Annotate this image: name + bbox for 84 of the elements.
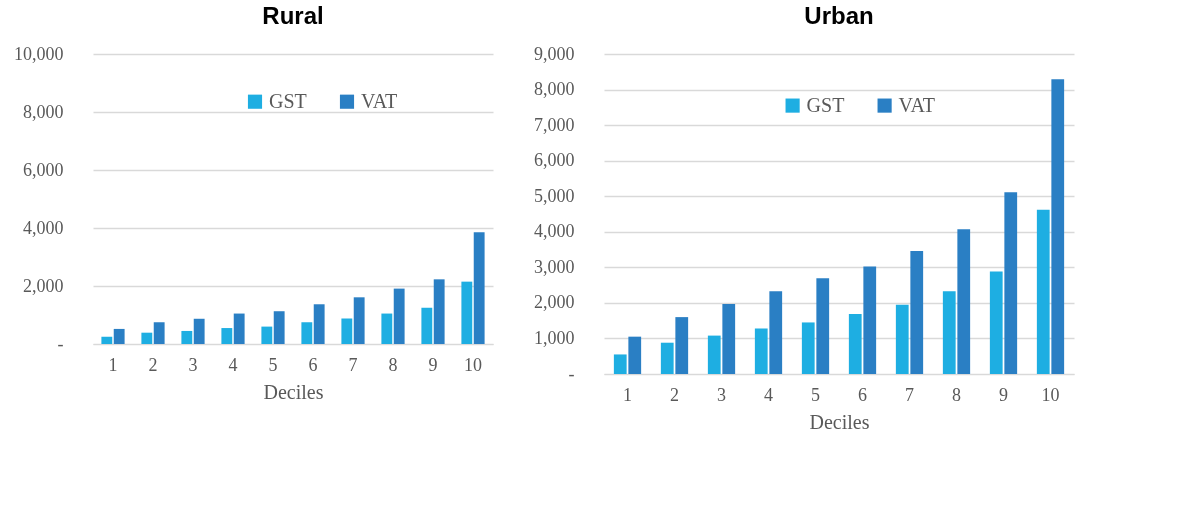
bar <box>628 336 642 374</box>
bar <box>313 304 325 344</box>
y-tick-label: 4,000 <box>534 221 575 242</box>
bar <box>421 307 433 344</box>
y-tick-label: 2,000 <box>534 292 575 313</box>
x-axis-title: Deciles <box>809 410 870 433</box>
x-tick-label: 10 <box>464 354 482 375</box>
bar <box>910 250 924 374</box>
bar <box>261 326 273 344</box>
y-tick-label: 4,000 <box>23 217 64 238</box>
bar <box>393 288 405 344</box>
bar <box>381 313 393 344</box>
bar <box>957 229 971 374</box>
bar <box>473 232 485 344</box>
x-tick-label: 10 <box>1041 384 1060 405</box>
bar <box>848 313 862 374</box>
chart-title: Urban <box>804 2 874 29</box>
y-tick-label: 8,000 <box>23 101 64 122</box>
legend-label: GST <box>806 93 845 116</box>
bar <box>613 354 627 374</box>
bar <box>233 313 245 344</box>
bar <box>722 303 736 374</box>
x-tick-label: 7 <box>905 384 914 405</box>
bar <box>1051 79 1065 374</box>
x-tick-label: 3 <box>188 354 198 375</box>
bar <box>153 322 165 344</box>
bar <box>461 281 473 344</box>
x-tick-label: 9 <box>999 384 1008 405</box>
x-tick-label: 1 <box>623 384 632 405</box>
y-tick-label: 8,000 <box>534 79 575 100</box>
x-tick-label: 8 <box>952 384 961 405</box>
bar <box>141 332 153 344</box>
y-tick-label: 10,000 <box>14 43 64 64</box>
bar <box>895 304 909 374</box>
bar <box>1004 192 1018 374</box>
y-tick-label: 6,000 <box>534 150 575 171</box>
bar <box>675 317 689 374</box>
bar <box>816 278 830 374</box>
bar <box>181 330 193 344</box>
x-tick-label: 6 <box>308 354 318 375</box>
bar <box>942 291 956 374</box>
bar <box>433 279 445 344</box>
bar <box>863 266 877 374</box>
bar <box>301 322 313 344</box>
legend-label: GST <box>269 89 307 112</box>
legend-label: VAT <box>361 89 398 112</box>
bar <box>273 311 285 344</box>
y-tick-label: - <box>568 363 575 384</box>
bar <box>101 336 113 344</box>
y-tick-label: 3,000 <box>534 256 575 277</box>
x-tick-label: 4 <box>764 384 773 405</box>
bar <box>707 335 721 374</box>
bar <box>801 322 815 374</box>
x-tick-label: 3 <box>717 384 726 405</box>
x-tick-label: 1 <box>108 354 118 375</box>
bar <box>113 328 125 344</box>
bar <box>353 297 365 344</box>
y-tick-label: 1,000 <box>534 327 575 348</box>
y-tick-label: 2,000 <box>23 275 64 296</box>
bar <box>221 328 233 344</box>
bar <box>1036 209 1050 374</box>
bar <box>193 318 205 344</box>
x-tick-label: 4 <box>228 354 238 375</box>
x-tick-label: 8 <box>388 354 398 375</box>
y-tick-label: 6,000 <box>23 159 64 180</box>
x-tick-label: 6 <box>858 384 867 405</box>
legend-label: VAT <box>898 93 935 116</box>
x-tick-label: 5 <box>268 354 278 375</box>
bar <box>989 271 1003 374</box>
bar <box>769 291 783 374</box>
chart-title: Rural <box>262 2 324 29</box>
x-tick-label: 2 <box>148 354 158 375</box>
x-tick-label: 2 <box>670 384 679 405</box>
x-tick-label: 5 <box>811 384 820 405</box>
y-tick-label: 9,000 <box>534 43 575 64</box>
y-tick-label: 5,000 <box>534 185 575 206</box>
y-tick-label: - <box>57 333 64 354</box>
bar <box>341 318 353 344</box>
x-axis-title: Deciles <box>263 380 324 403</box>
bar <box>754 328 768 374</box>
y-tick-label: 7,000 <box>534 114 575 135</box>
x-tick-label: 7 <box>348 354 358 375</box>
bar <box>660 342 674 374</box>
x-tick-label: 9 <box>428 354 438 375</box>
